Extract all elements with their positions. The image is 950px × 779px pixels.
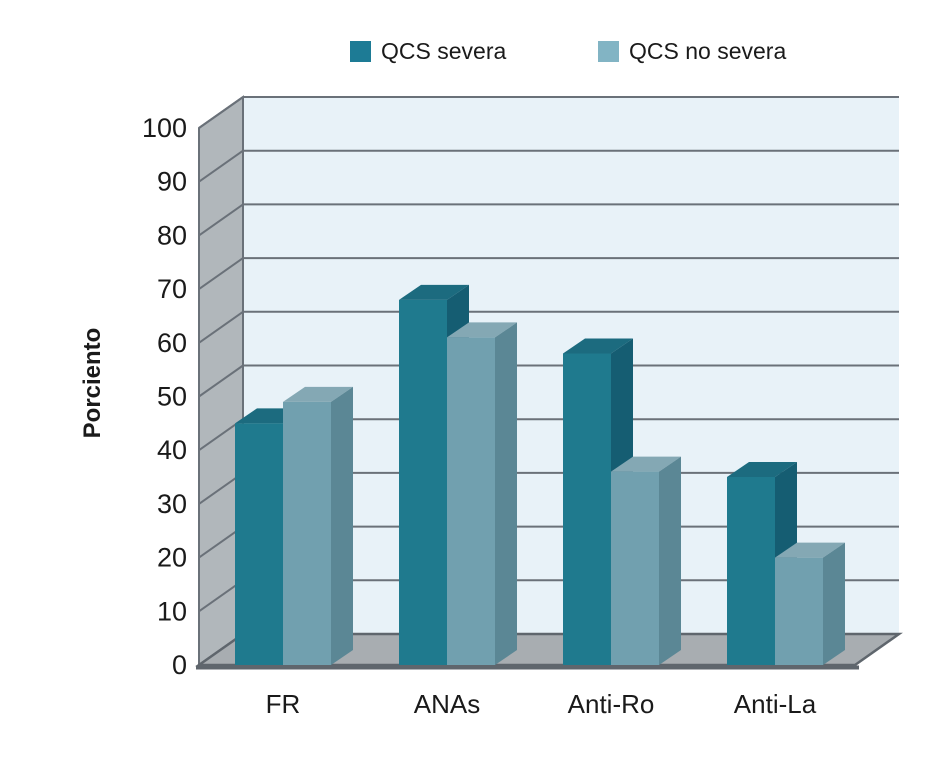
wall-tick-70 bbox=[198, 257, 244, 290]
y-tick-label-80: 80 bbox=[157, 220, 187, 250]
bar-front-qcs-severa-Anti-La bbox=[727, 477, 775, 665]
legend-swatch-severa-icon bbox=[350, 40, 371, 62]
wall-tick-90 bbox=[198, 149, 244, 183]
bar-top-qcs-severa-Anti-Ro bbox=[563, 338, 633, 354]
bar-top-qcs-no-severa-ANAs bbox=[447, 322, 517, 338]
bar-side-qcs-no-severa-Anti-La bbox=[823, 542, 845, 665]
y-tick-label-40: 40 bbox=[157, 435, 187, 465]
y-tick-label-10: 10 bbox=[157, 596, 187, 626]
legend-label-no-severa: QCS no severa bbox=[629, 37, 787, 64]
bar-front-qcs-severa-ANAs bbox=[399, 299, 447, 665]
x-category-label-ANAs: ANAs bbox=[414, 689, 480, 719]
bar-top-qcs-severa-Anti-La bbox=[727, 462, 797, 478]
legend-item-no-severa: QCS no severa bbox=[598, 37, 787, 64]
y-tick-label-50: 50 bbox=[157, 382, 187, 412]
y-tick-label-60: 60 bbox=[157, 328, 187, 358]
y-tick-label-100: 100 bbox=[142, 113, 187, 143]
bar-front-qcs-severa-FR bbox=[235, 423, 283, 665]
wall-tick-60 bbox=[198, 310, 244, 344]
bar-front-qcs-no-severa-ANAs bbox=[447, 337, 495, 665]
x-category-label-FR: FR bbox=[266, 689, 301, 719]
y-tick-label-70: 70 bbox=[157, 274, 187, 304]
y-axis-title: Porciento bbox=[79, 327, 106, 439]
bar-front-qcs-no-severa-FR bbox=[283, 401, 331, 665]
bar-side-qcs-no-severa-Anti-Ro bbox=[659, 456, 681, 665]
bar-side-qcs-no-severa-FR bbox=[331, 386, 353, 665]
legend-item-severa: QCS severa bbox=[350, 37, 507, 64]
bar-top-qcs-no-severa-Anti-Ro bbox=[611, 456, 681, 472]
x-category-label-Anti-Ro: Anti-Ro bbox=[568, 689, 655, 719]
y-tick-label-20: 20 bbox=[157, 543, 187, 573]
wall-tick-100 bbox=[198, 96, 244, 129]
y-tick-label-90: 90 bbox=[157, 167, 187, 197]
bar-top-qcs-no-severa-FR bbox=[283, 386, 353, 402]
x-category-label-Anti-La: Anti-La bbox=[734, 689, 817, 719]
bar-top-qcs-severa-ANAs bbox=[399, 284, 469, 300]
y-tick-label-0: 0 bbox=[172, 650, 187, 680]
legend-swatch-no-severa-icon bbox=[598, 40, 619, 62]
bar-front-qcs-no-severa-Anti-Ro bbox=[611, 471, 659, 665]
legend-label-severa: QCS severa bbox=[381, 37, 507, 64]
bar-front-qcs-severa-Anti-Ro bbox=[563, 353, 611, 665]
wall-tick-80 bbox=[198, 203, 244, 237]
wall-tick-50 bbox=[198, 364, 244, 398]
bar-side-qcs-no-severa-ANAs bbox=[495, 322, 517, 665]
bar-top-qcs-no-severa-Anti-La bbox=[775, 542, 845, 558]
y-tick-label-30: 30 bbox=[157, 489, 187, 519]
bar-front-qcs-no-severa-Anti-La bbox=[775, 557, 823, 665]
